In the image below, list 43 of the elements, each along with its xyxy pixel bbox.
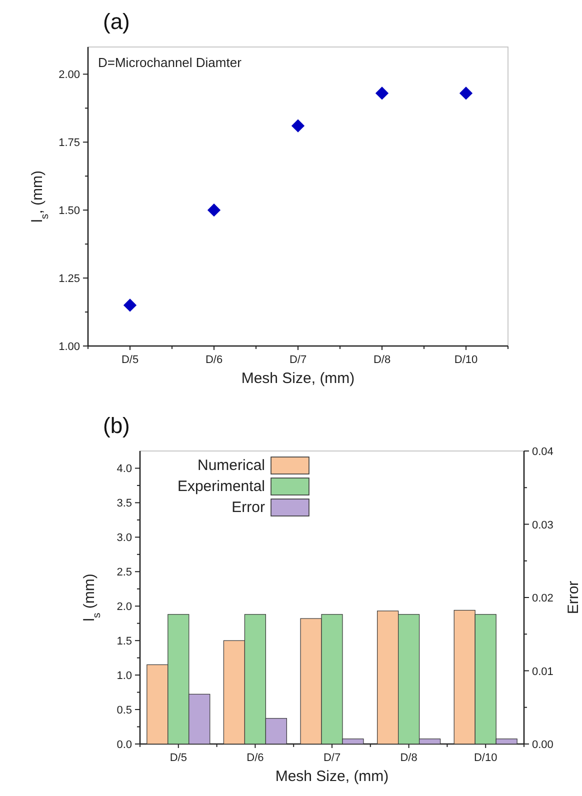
y2-tick-label: 0.00 [532,739,554,751]
y-tick-label: 1.50 [58,205,80,218]
point [207,204,221,217]
x-tick-label: D/5 [121,354,139,366]
y-tick-label: 2.5 [116,566,132,579]
x-tick-label: D/10 [474,752,498,764]
point [375,86,389,100]
point [123,298,137,312]
x-axis-title: Mesh Size, (mm) [241,370,355,387]
y-tick-label: 3.5 [116,498,132,510]
y-tick-label: 1.25 [58,273,80,286]
y-tick-label: 2.00 [58,69,80,82]
y-tick-label: 2.0 [116,601,132,614]
x-tick-label: D/6 [246,752,264,764]
annotation: D=Microchannel Diamter [98,55,242,70]
y-tick-label: 1.75 [58,137,80,150]
x-axis-title: Mesh Size, (mm) [275,768,389,785]
y2-axis-title: Error [565,580,582,614]
point [459,86,473,100]
point [291,119,305,132]
legend-label: Experimental [177,478,265,495]
y-tick-label: 0.0 [116,739,132,751]
x-tick-label: D/7 [289,354,307,366]
y2-tick-label: 0.01 [532,666,554,678]
y-tick-label: 1.00 [58,341,80,353]
x-tick-label: D/8 [400,752,418,764]
x-tick-label: D/10 [454,354,478,366]
y2-tick-label: 0.02 [532,592,554,604]
x-tick-label: D/5 [170,752,187,764]
chart-title: (b) [103,413,130,438]
y-tick-label: 4.0 [116,463,132,476]
legend-label: Error [232,499,265,516]
chart-title: (a) [103,9,130,34]
x-tick-label: D/6 [205,354,223,366]
y-tick-label: 0.5 [116,704,132,717]
x-tick-label: D/7 [323,752,341,764]
y-tick-label: 3.0 [116,532,132,544]
y2-tick-label: 0.03 [532,519,554,532]
legend-label: Numerical [197,457,265,474]
y2-tick-label: 0.04 [532,446,554,458]
y-tick-label: 1.5 [116,636,132,648]
x-tick-label: D/8 [373,354,391,366]
y-tick-label: 1.0 [116,670,132,682]
